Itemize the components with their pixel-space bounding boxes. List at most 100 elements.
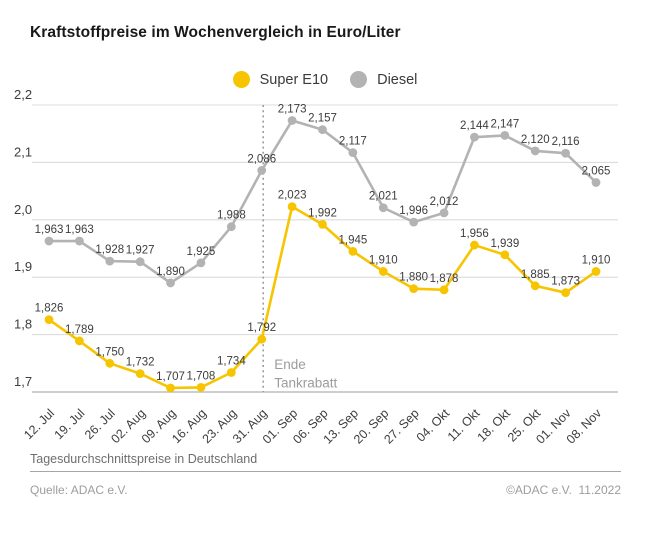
x-axis-label: 12. Jul	[21, 406, 57, 442]
y-axis-label: 2,1	[14, 144, 32, 159]
super-e10-data-point	[226, 368, 236, 377]
legend-item-super-e10: Super E10	[232, 71, 329, 88]
legend-label-diesel: Diesel	[377, 71, 418, 88]
diesel-data-point	[166, 278, 175, 288]
diesel-data-point	[74, 236, 84, 246]
diesel-data-label: 2,117	[339, 136, 367, 148]
diesel-data-point	[409, 217, 419, 227]
super-e10-data-point	[166, 383, 175, 393]
chart-title: Kraftstoffpreise im Wochenvergleich in E…	[30, 24, 401, 41]
annotation-text: Tankrabatt	[274, 376, 337, 391]
super-e10-data-point	[348, 246, 358, 256]
diesel-data-point	[257, 166, 267, 175]
super-e10-data-label: 1,732	[126, 357, 155, 369]
super-e10-swatch-icon	[232, 71, 250, 88]
super-e10-data-label: 1,880	[399, 272, 428, 284]
super-e10-data-point	[318, 219, 327, 229]
diesel-data-label: 1,890	[156, 266, 185, 278]
legend: Super E10 Diesel	[0, 71, 650, 88]
legend-item-diesel: Diesel	[350, 71, 417, 88]
super-e10-data-label: 1,708	[187, 370, 216, 382]
source-text: Quelle: ADAC e.V.	[30, 483, 128, 497]
diesel-data-point	[318, 125, 327, 135]
super-e10-data-point	[500, 250, 510, 260]
super-e10-data-point	[409, 284, 419, 294]
y-axis-label: 2,0	[14, 202, 32, 217]
y-axis-label: 1,9	[14, 259, 32, 274]
annotation-text: Ende	[274, 357, 306, 372]
diesel-data-point	[439, 208, 449, 218]
super-e10-data-label: 1,873	[551, 276, 580, 288]
super-e10-data-label: 1,939	[490, 238, 519, 250]
diesel-data-label: 2,173	[278, 103, 307, 115]
diesel-data-label: 2,147	[490, 118, 519, 130]
diesel-data-label: 1,963	[35, 224, 64, 236]
diesel-data-label: 2,086	[247, 153, 276, 165]
super-e10-data-label: 1,910	[582, 254, 611, 266]
diesel-data-point	[44, 236, 54, 246]
super-e10-data-label: 1,878	[430, 273, 459, 285]
diesel-data-label: 2,157	[308, 113, 337, 125]
diesel-data-point	[500, 131, 510, 140]
y-axis-label: 1,7	[14, 374, 32, 389]
super-e10-data-point	[257, 334, 267, 344]
diesel-data-label: 1,988	[217, 210, 246, 222]
super-e10-data-label: 1,992	[308, 207, 337, 219]
x-axis-label: 08. Nov	[564, 406, 605, 447]
diesel-data-label: 2,065	[582, 165, 611, 177]
diesel-data-point	[530, 146, 540, 156]
diesel-data-label: 1,996	[399, 205, 428, 217]
diesel-data-point	[470, 132, 479, 142]
super-e10-data-label: 1,792	[247, 322, 276, 334]
diesel-data-label: 2,021	[369, 191, 398, 203]
footnote: Tagesdurchschnittspreise in Deutschland	[30, 452, 258, 466]
super-e10-data-point	[196, 383, 206, 392]
super-e10-data-label: 1,734	[217, 355, 246, 367]
super-e10-data-point	[105, 358, 115, 368]
diesel-data-label: 2,144	[460, 120, 489, 132]
super-e10-data-label: 1,885	[521, 269, 550, 281]
footer-divider	[30, 471, 621, 472]
super-e10-data-point	[439, 285, 449, 295]
super-e10-data-label: 1,826	[35, 303, 64, 315]
diesel-data-label: 2,012	[430, 196, 459, 208]
super-e10-data-label: 2,023	[278, 190, 307, 202]
super-e10-data-label: 1,956	[460, 228, 489, 240]
y-axis-label: 2,2	[14, 87, 32, 102]
super-e10-data-point	[470, 240, 479, 250]
super-e10-data-point	[135, 369, 145, 379]
super-e10-data-point	[378, 267, 388, 276]
diesel-data-point	[226, 222, 236, 232]
super-e10-data-label: 1,789	[65, 324, 94, 336]
super-e10-data-point	[591, 267, 601, 276]
diesel-line	[47, 119, 598, 285]
super-e10-data-point	[44, 315, 54, 325]
super-e10-data-label: 1,707	[156, 371, 185, 383]
super-e10-data-label: 1,910	[369, 254, 398, 266]
diesel-data-point	[135, 257, 145, 267]
copyright-text: ©ADAC e.V. 11.2022	[506, 483, 621, 497]
diesel-data-label: 2,116	[552, 136, 580, 148]
x-axis-label: 04. Okt	[414, 406, 453, 445]
diesel-data-label: 1,925	[187, 246, 216, 258]
diesel-data-label: 1,928	[95, 244, 124, 256]
diesel-data-point	[378, 203, 388, 213]
diesel-swatch-icon	[350, 71, 368, 88]
legend-label-super-e10: Super E10	[259, 71, 329, 88]
x-axis-label: 19. Jul	[52, 406, 88, 442]
super-e10-data-point	[530, 281, 540, 291]
super-e10-data-label: 1,750	[95, 346, 124, 358]
x-axis-label: 18. Okt	[475, 406, 514, 445]
super-e10-data-point	[287, 202, 297, 211]
diesel-data-label: 1,927	[126, 245, 155, 257]
diesel-data-point	[287, 116, 297, 125]
diesel-data-point	[196, 258, 206, 268]
super-e10-data-label: 1,945	[338, 234, 367, 246]
diesel-data-point	[105, 256, 115, 266]
diesel-data-point	[561, 148, 571, 158]
diesel-data-point	[591, 178, 601, 187]
super-e10-data-point	[74, 336, 84, 346]
super-e10-data-point	[561, 288, 571, 298]
